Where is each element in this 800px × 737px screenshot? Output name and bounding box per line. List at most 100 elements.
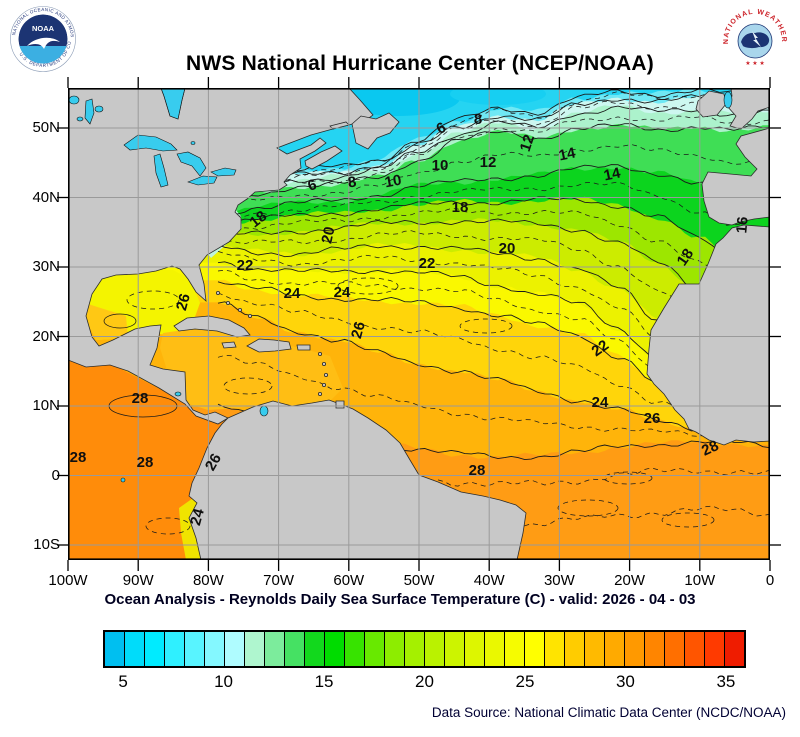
contour-label: 10	[383, 172, 402, 192]
contour-label: 24	[592, 394, 609, 411]
contour-label: 20	[499, 240, 516, 257]
colorbar-cell	[505, 632, 525, 666]
contour-label: 16	[733, 216, 751, 234]
contour-label: 22	[589, 337, 612, 360]
colorbar-cell	[425, 632, 445, 666]
land-masses	[68, 88, 770, 560]
contour-label: 8	[347, 173, 358, 191]
colorbar-cell	[405, 632, 425, 666]
colorbar-cell	[185, 632, 205, 666]
colorbar-cell	[345, 632, 365, 666]
lat-tick-label: 30N	[32, 258, 60, 275]
colorbar-cell	[605, 632, 625, 666]
lon-tick-label: 50W	[403, 572, 435, 589]
colorbar-tick-label: 15	[314, 672, 334, 691]
lat-tick-label: 10N	[32, 397, 60, 414]
colorbar-cell	[585, 632, 605, 666]
colorbar-tick-label: 20	[415, 672, 434, 691]
lat-tick-label: 50N	[32, 119, 60, 136]
colorbar-cell	[145, 632, 165, 666]
colorbar-cell	[365, 632, 385, 666]
colorbar-tick-label: 35	[716, 672, 736, 691]
lat-tick-label: 10S	[33, 536, 60, 553]
nws-lightning-icon	[752, 31, 761, 47]
colorbar-cell	[705, 632, 725, 666]
contour-label: 24	[284, 285, 301, 302]
page-title: NWS National Hurricane Center (NCEP/NOAA…	[186, 52, 654, 75]
contour-label: 18	[674, 246, 697, 269]
lat-tick-label: 0	[51, 466, 60, 484]
contour-label: 10	[432, 157, 449, 174]
nws-logo: NATIONAL WEATHER SERVICE ★ ★ ★	[723, 8, 787, 72]
colorbar-cell	[725, 632, 744, 666]
colorbar-tick-label: 30	[615, 672, 635, 691]
colorbar-cell	[385, 632, 405, 666]
colorbar-cell	[485, 632, 505, 666]
contour-label: 24	[334, 284, 351, 301]
contour-label: 26	[173, 292, 194, 313]
contour-label: 22	[419, 255, 436, 272]
colorbar-cell	[525, 632, 545, 666]
contour-label: 26	[202, 451, 225, 474]
contour-label: 26	[348, 320, 369, 341]
contour-label: 28	[132, 390, 149, 407]
contour-label: 18	[452, 199, 469, 216]
contour-label: 12	[517, 133, 538, 154]
lat-tick-label: 20N	[32, 327, 60, 345]
colorbar-cell	[205, 632, 225, 666]
map-border	[68, 88, 770, 560]
colorbar-cell	[165, 632, 185, 666]
contour-label: 28	[137, 454, 154, 471]
lon-tick-label: 10W	[684, 572, 716, 589]
lakes	[68, 88, 733, 483]
lon-tick-label: 20W	[614, 572, 646, 589]
lon-tick-label: 90W	[122, 572, 154, 589]
colorbar-tick-label: 5	[118, 672, 128, 691]
contour-label: 24	[187, 506, 208, 527]
contour-label: 26	[644, 410, 661, 427]
colorbar-cell	[625, 632, 645, 666]
lon-tick-label: 100W	[48, 572, 88, 589]
lon-tick-label: 40W	[473, 572, 505, 589]
nws-stars: ★ ★ ★	[745, 60, 764, 67]
contour-label: 22	[237, 257, 254, 274]
colorbar-cell	[685, 632, 705, 666]
colorbar-tick-label: 25	[515, 672, 535, 691]
colorbar-cell	[105, 632, 125, 666]
colorbar-cell	[665, 632, 685, 666]
lon-tick-label: 60W	[333, 572, 365, 589]
noaa-text: NOAA	[32, 24, 55, 33]
colorbar-cell	[285, 632, 305, 666]
contour-label: 14	[557, 144, 577, 164]
colorbar-cell	[565, 632, 585, 666]
colorbar-cell	[225, 632, 245, 666]
colorbar-cell	[545, 632, 565, 666]
contour-label: 12	[480, 154, 497, 171]
colorbar-cell	[305, 632, 325, 666]
lon-tick-label: 30W	[543, 572, 575, 589]
graticule	[68, 88, 770, 560]
contour-label: 28	[699, 437, 721, 459]
contour-label: 28	[469, 462, 486, 479]
colorbar-cell	[445, 632, 465, 666]
data-source-note: Data Source: National Climatic Data Cent…	[431, 705, 786, 720]
lon-tick-label: 0	[765, 572, 775, 589]
colorbar-cell	[245, 632, 265, 666]
colorbar-cell	[465, 632, 485, 666]
colorbar-tick-label: 10	[214, 672, 234, 691]
lon-tick-label: 80W	[192, 572, 224, 589]
colorbar-cell	[265, 632, 285, 666]
figure-caption: Ocean Analysis - Reynolds Daily Sea Surf…	[104, 591, 696, 608]
colorbar-cell	[125, 632, 145, 666]
contour-label: 28	[70, 449, 87, 466]
noaa-bird-icon	[27, 37, 60, 49]
contour-label: 8	[474, 111, 482, 128]
lon-tick-label: 70W	[263, 572, 295, 589]
colorbar-cell	[645, 632, 665, 666]
colorbar-cell	[325, 632, 345, 666]
noaa-logo: NATIONAL OCEANIC AND ATMOSPHERIC ADMINIS…	[10, 6, 76, 72]
colorbar	[103, 630, 746, 668]
